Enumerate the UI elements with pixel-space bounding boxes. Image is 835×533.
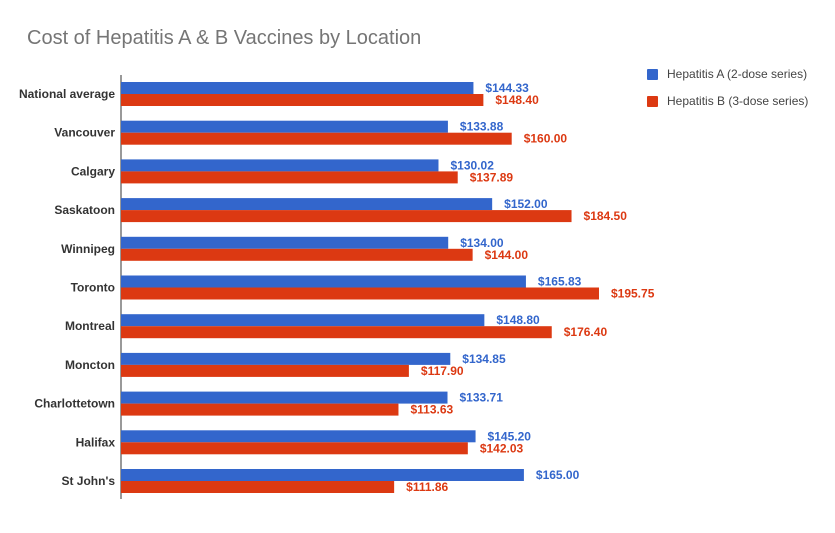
bar-hepatitis-b[interactable] (121, 442, 468, 455)
bar-hepatitis-b[interactable] (121, 326, 552, 339)
category-label: Charlottetown (34, 397, 115, 411)
bar-hepatitis-b[interactable] (121, 94, 484, 106)
category-label: National average (19, 87, 115, 101)
category-label: Vancouver (54, 126, 115, 140)
data-label-hepatitis-a: $144.33 (485, 81, 529, 95)
data-label-hepatitis-b: $137.89 (470, 170, 514, 184)
data-label-hepatitis-b: $176.40 (564, 325, 608, 339)
data-label-hepatitis-b: $144.00 (485, 248, 529, 262)
category-label: Toronto (71, 281, 115, 295)
data-label-hepatitis-b: $184.50 (584, 209, 628, 223)
bar-hepatitis-a[interactable] (121, 391, 448, 404)
bar-hepatitis-b[interactable] (121, 132, 512, 145)
legend-swatch-hepatitis-a (647, 68, 658, 80)
bar-hepatitis-a[interactable] (121, 82, 474, 94)
category-label: Moncton (65, 358, 115, 372)
legend-label-hepatitis-a: Hepatitis A (2-dose series) (667, 67, 808, 81)
data-label-hepatitis-a: $133.71 (460, 391, 504, 405)
bar-hepatitis-a[interactable] (121, 198, 493, 211)
data-label-hepatitis-a: $165.83 (538, 275, 582, 289)
bar-hepatitis-b[interactable] (121, 248, 473, 261)
bar-hepatitis-a[interactable] (121, 430, 476, 443)
category-label: Montreal (65, 319, 115, 333)
data-label-hepatitis-b: $117.90 (421, 364, 464, 378)
data-label-hepatitis-b: $113.63 (410, 403, 453, 417)
data-label-hepatitis-a: $133.88 (460, 120, 504, 134)
data-label-hepatitis-b: $111.86 (406, 480, 448, 494)
category-label: Winnipeg (61, 242, 115, 256)
legend-item-hepatitis-b[interactable]: Hepatitis B (3-dose series) (647, 94, 808, 108)
chart-title: Cost of Hepatitis A & B Vaccines by Loca… (27, 27, 422, 49)
category-label: Calgary (71, 164, 115, 178)
legend-item-hepatitis-a[interactable]: Hepatitis A (2-dose series) (647, 67, 808, 81)
data-label-hepatitis-a: $130.02 (450, 158, 494, 172)
bar-hepatitis-a[interactable] (121, 314, 485, 327)
bar-hepatitis-b[interactable] (121, 481, 395, 493)
data-label-hepatitis-a: $148.80 (496, 313, 540, 327)
category-label: Saskatoon (54, 203, 115, 217)
legend-label-hepatitis-b: Hepatitis B (3-dose series) (667, 94, 809, 108)
bar-hepatitis-b[interactable] (121, 403, 399, 416)
data-label-hepatitis-a: $134.00 (460, 236, 504, 250)
bar-hepatitis-a[interactable] (121, 275, 526, 288)
category-label: Halifax (76, 435, 116, 449)
bar-hepatitis-a[interactable] (121, 236, 449, 249)
bar-hepatitis-b[interactable] (121, 287, 599, 300)
bar-hepatitis-a[interactable] (121, 469, 524, 481)
bar-hepatitis-a[interactable] (121, 159, 439, 172)
category-label: St John's (61, 474, 115, 488)
bar-hepatitis-a[interactable] (121, 120, 448, 133)
data-label-hepatitis-a: $134.85 (462, 352, 506, 366)
data-label-hepatitis-a: $152.00 (504, 197, 548, 211)
data-label-hepatitis-b: $195.75 (611, 287, 655, 301)
data-label-hepatitis-b: $160.00 (524, 132, 568, 146)
legend: Hepatitis A (2-dose series) Hepatitis B … (647, 67, 808, 121)
bar-hepatitis-b[interactable] (121, 171, 458, 184)
bar-hepatitis-b[interactable] (121, 210, 572, 223)
data-label-hepatitis-a: $145.20 (488, 429, 532, 443)
bar-hepatitis-a[interactable] (121, 352, 451, 365)
data-label-hepatitis-b: $148.40 (495, 93, 539, 107)
data-label-hepatitis-a: $165.00 (536, 468, 580, 482)
legend-swatch-hepatitis-b (647, 95, 658, 107)
bar-hepatitis-b[interactable] (121, 364, 409, 377)
data-label-hepatitis-b: $142.03 (480, 441, 524, 455)
